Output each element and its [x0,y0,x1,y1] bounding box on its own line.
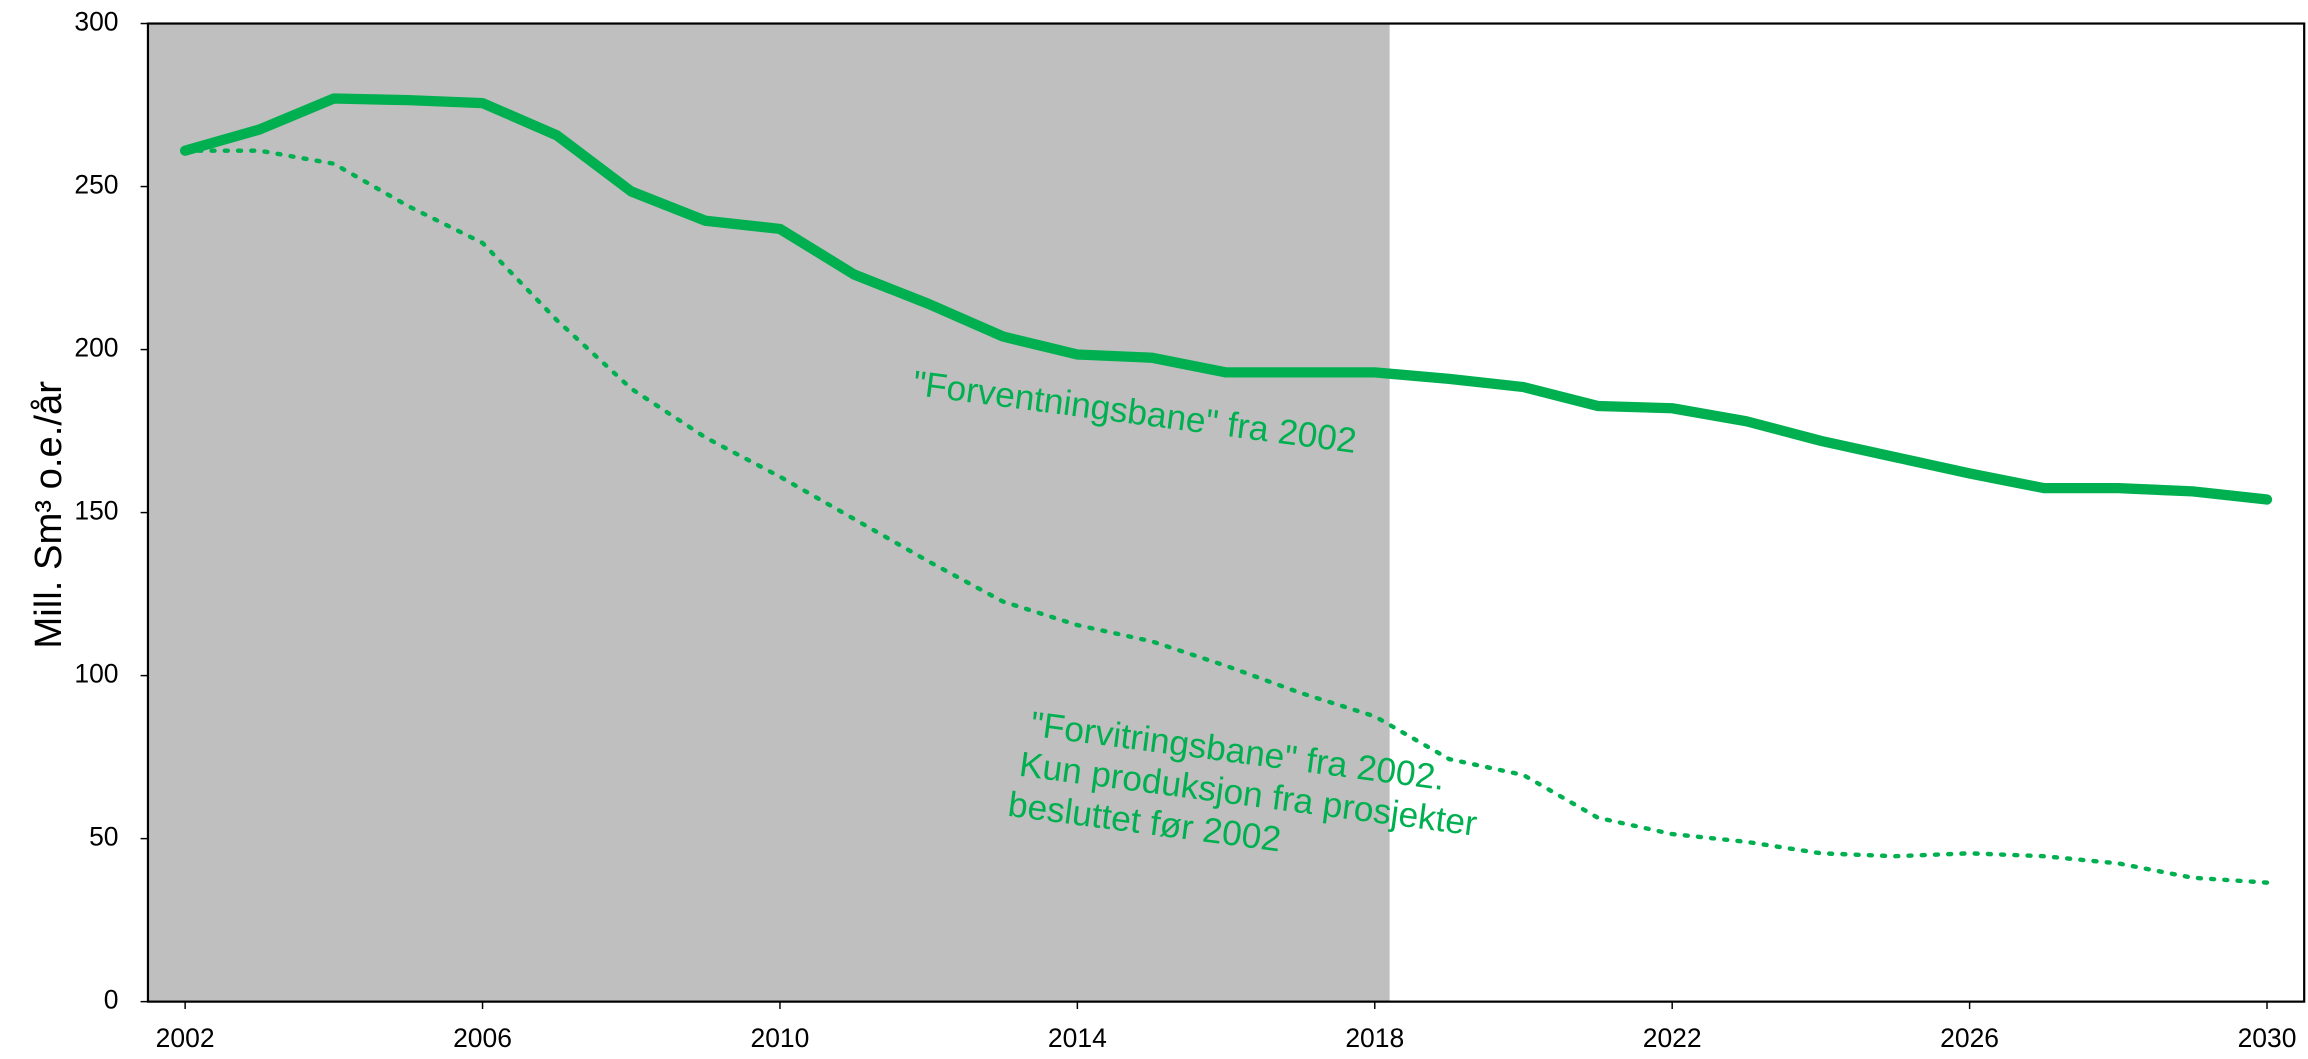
x-tick-label: 2018 [1345,1023,1404,1053]
x-tick-label: 2010 [751,1023,810,1053]
series-line [182,148,2270,885]
x-tick-label: 2002 [156,1023,215,1053]
x-tick-label: 2022 [1643,1023,1702,1053]
y-axis-label: Mill. Sm³ o.e./år [27,381,70,649]
y-tick-label: 200 [74,333,118,363]
y-tick-label: 300 [74,7,118,37]
y-tick-label: 150 [74,496,118,526]
y-tick-label: 50 [89,822,118,852]
x-tick-label: 2026 [1940,1023,1999,1053]
x-tick-label: 2014 [1048,1023,1107,1053]
y-tick-label: 0 [104,985,119,1015]
y-tick-label: 100 [74,659,118,689]
y-tick-label: 250 [74,170,118,200]
x-tick-label: 2030 [2238,1023,2297,1053]
series-line [179,93,2273,505]
forecast-shade [147,23,1390,1002]
x-tick-label: 2006 [453,1023,512,1053]
